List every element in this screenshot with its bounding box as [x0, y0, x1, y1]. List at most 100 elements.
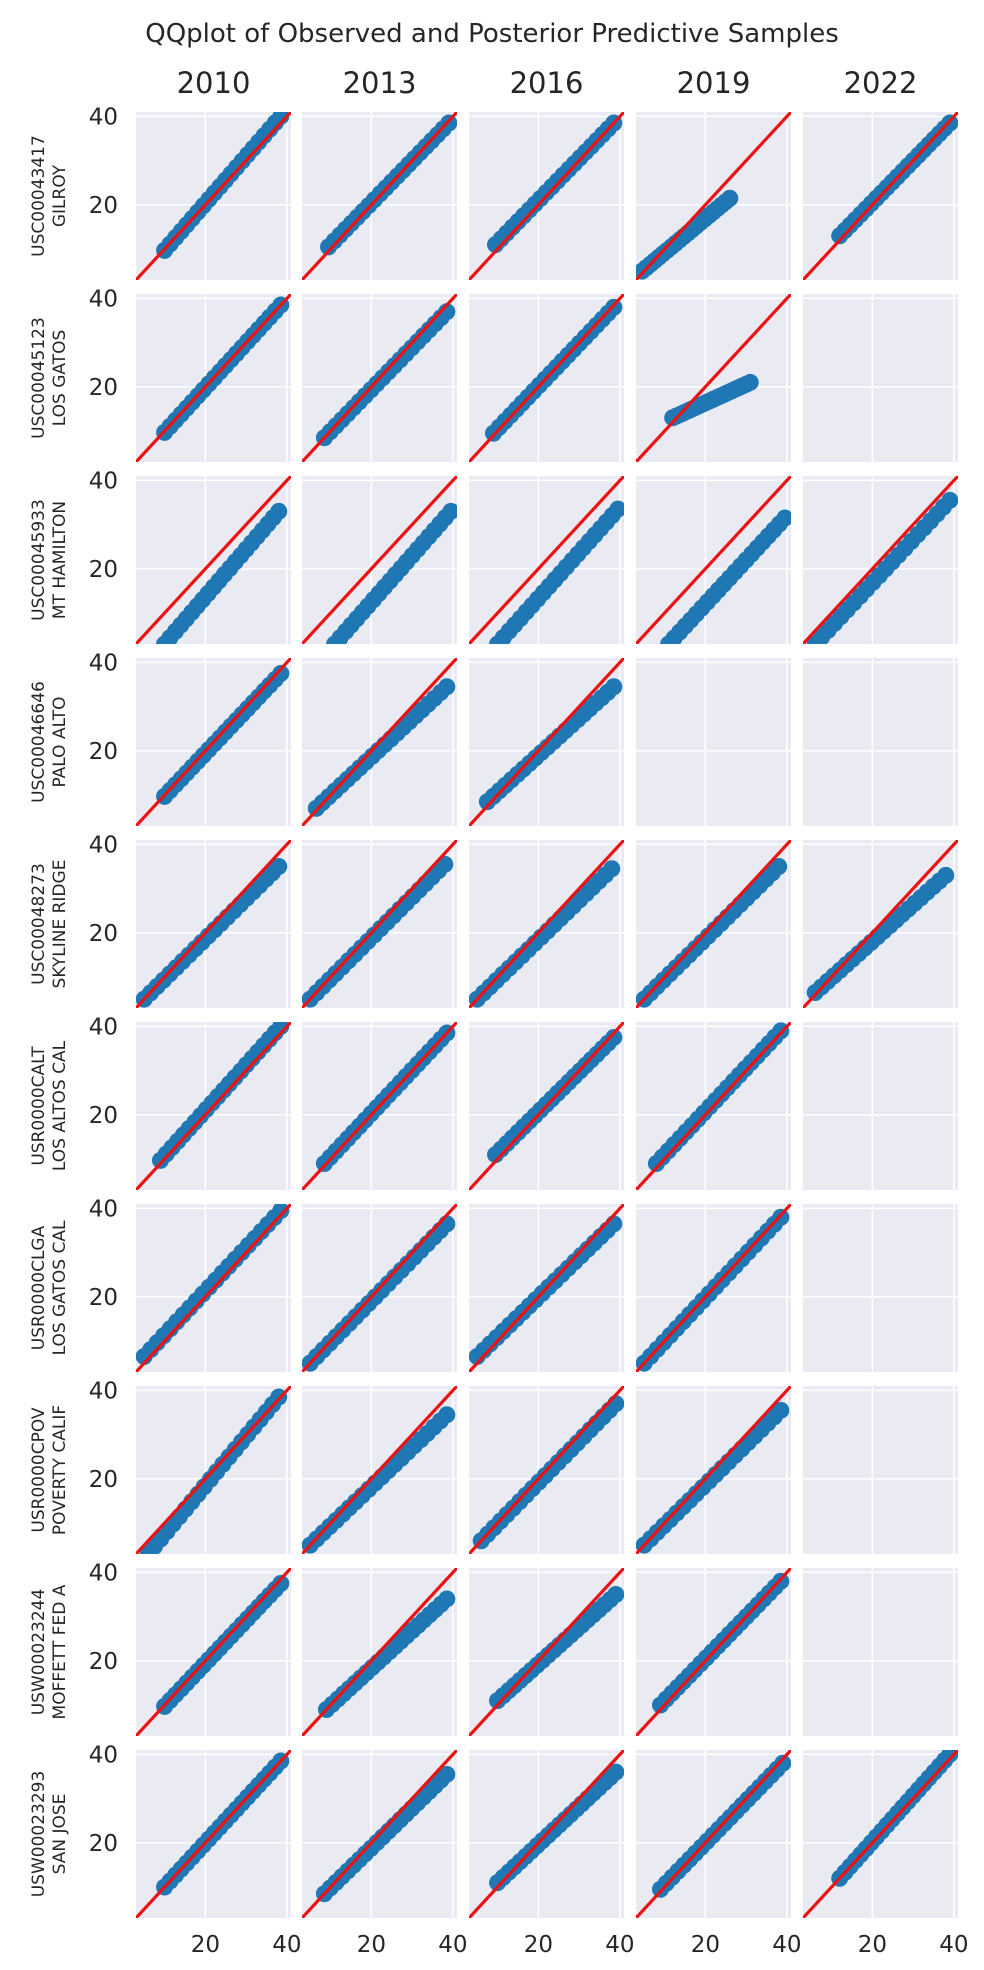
panel-content	[469, 476, 624, 644]
y-tick-label: 20	[89, 375, 118, 401]
y-tick-label: 40	[89, 832, 118, 858]
x-tick-label: 40	[939, 1932, 968, 1958]
row-label-4: USC00046646 PALO ALTO	[29, 681, 70, 803]
panel-content	[803, 476, 958, 644]
row-station-name: POVERTY CALIF	[50, 1405, 70, 1535]
row-label-5: USC00048273 SKYLINE RIDGE	[29, 860, 70, 989]
panel-8-2	[302, 1386, 457, 1554]
reference-line	[302, 1204, 457, 1372]
panel-content	[469, 1568, 624, 1736]
y-tick-label: 40	[89, 1014, 118, 1040]
data-point	[774, 1754, 791, 1772]
reference-line	[636, 1568, 791, 1736]
panel-2-3	[469, 294, 624, 462]
y-tick-label: 20	[89, 921, 118, 947]
panel-content	[636, 1568, 791, 1736]
data-point	[607, 1395, 624, 1413]
x-tick-label: 20	[357, 1932, 386, 1958]
panel-content	[803, 112, 958, 280]
panel-content	[469, 840, 624, 1008]
panel-6-2	[302, 1022, 457, 1190]
panel-4-5	[803, 658, 958, 826]
data-point	[941, 491, 958, 509]
panel-9-5	[803, 1568, 958, 1736]
reference-line	[302, 1568, 457, 1736]
panel-content	[136, 840, 291, 1008]
row-station-name: LOS GATOS	[50, 330, 70, 426]
reference-line	[469, 658, 624, 826]
data-point	[272, 1574, 290, 1592]
panel-content	[636, 840, 791, 1008]
reference-line	[302, 1022, 457, 1190]
panel-content	[469, 294, 624, 462]
panel-content	[302, 658, 457, 826]
panel-content	[636, 1750, 791, 1918]
panel-content	[636, 112, 791, 280]
panel-1-4	[636, 112, 791, 280]
panel-background	[803, 1386, 958, 1554]
data-point	[605, 1028, 623, 1046]
reference-line	[469, 1204, 624, 1372]
panel-7-1	[136, 1204, 291, 1372]
panel-content	[803, 1750, 958, 1918]
panel-content	[636, 1022, 791, 1190]
panel-2-1	[136, 294, 291, 462]
data-point	[741, 373, 759, 391]
y-tick-label: 40	[89, 468, 118, 494]
y-tick-label: 20	[89, 1467, 118, 1493]
x-tick-label: 20	[524, 1932, 553, 1958]
panel-4-4	[636, 658, 791, 826]
reference-line	[636, 1386, 791, 1554]
data-point	[605, 1215, 623, 1233]
reference-line	[803, 1750, 958, 1918]
reference-line	[136, 1386, 291, 1554]
row-station-name: MOFFETT FED A	[50, 1584, 70, 1719]
row-label-3: USC00045933 MT HAMILTON	[29, 499, 70, 621]
data-point	[438, 1215, 456, 1233]
row-label-9: USW00023244 MOFFETT FED A	[29, 1584, 70, 1719]
panel-10-3	[469, 1750, 624, 1918]
x-tick-label: 40	[605, 1932, 634, 1958]
panel-content	[469, 1386, 624, 1554]
reference-line	[636, 112, 791, 280]
data-point	[438, 1590, 456, 1608]
reference-line	[302, 658, 457, 826]
panel-10-5	[803, 1750, 958, 1918]
data-point	[603, 860, 621, 878]
row-station-id: USW00023293	[29, 1771, 49, 1898]
column-titles: 2010 2013 2016 2019 2022	[177, 66, 918, 100]
row-station-id: USC00045933	[29, 499, 49, 621]
reference-line	[636, 1204, 791, 1372]
panel-9-1	[136, 1568, 291, 1736]
row-station-id: USW00023244	[29, 1589, 49, 1716]
row-label-8: USR0000CPOV POVERTY CALIF	[29, 1405, 70, 1535]
panel-10-4	[636, 1750, 791, 1918]
row-label-7: USR0000CLGA LOS GATOS CAL	[29, 1220, 70, 1355]
panel-content	[302, 476, 457, 644]
panel-10-2	[302, 1750, 457, 1918]
column-title-2022: 2022	[844, 66, 918, 100]
panel-background	[803, 1204, 958, 1372]
reference-line	[469, 294, 624, 462]
y-tick-label: 40	[89, 286, 118, 312]
panel-6-5	[803, 1022, 958, 1190]
panel-7-4	[636, 1204, 791, 1372]
x-tick-label: 40	[438, 1932, 467, 1958]
reference-line	[136, 840, 291, 1008]
panel-background	[803, 1568, 958, 1736]
panel-content	[302, 1750, 457, 1918]
panel-content	[469, 1204, 624, 1372]
x-tick-labels: 20 40 20 40 20 40 20 40 20 40	[191, 1932, 969, 1958]
row-label-6: USR0000CALT LOS ALTOS CAL	[29, 1040, 70, 1171]
panel-5-5	[803, 840, 958, 1008]
panel-1-1	[136, 112, 291, 280]
panel-content	[302, 1386, 457, 1554]
panel-10-1	[136, 1750, 291, 1918]
reference-line	[302, 112, 457, 280]
y-tick-label: 20	[89, 557, 118, 583]
panel-content	[469, 112, 624, 280]
panel-5-3	[469, 840, 624, 1008]
y-tick-label: 40	[89, 104, 118, 130]
row-station-name: MT HAMILTON	[50, 501, 70, 619]
panel-9-2	[302, 1568, 457, 1736]
